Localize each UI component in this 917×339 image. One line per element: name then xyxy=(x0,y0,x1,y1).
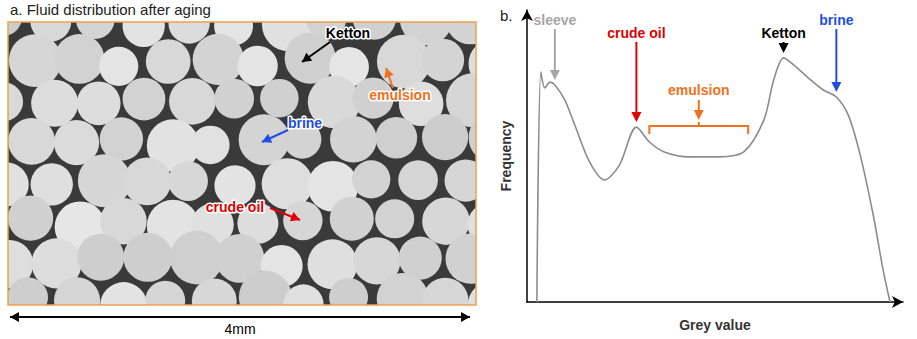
svg-text:brine: brine xyxy=(819,12,853,28)
svg-text:a. Fluid distribution after ag: a. Fluid distribution after aging xyxy=(10,1,211,18)
svg-text:Ketton: Ketton xyxy=(761,25,805,41)
svg-text:4mm: 4mm xyxy=(224,321,255,337)
svg-text:emulsion: emulsion xyxy=(668,82,729,98)
svg-text:brine: brine xyxy=(288,115,322,131)
svg-text:sleeve: sleeve xyxy=(533,12,576,28)
svg-text:crude oil: crude oil xyxy=(607,25,665,41)
svg-text:Frequency: Frequency xyxy=(498,120,514,191)
svg-text:crude oil: crude oil xyxy=(206,199,264,215)
svg-text:Ketton: Ketton xyxy=(326,25,370,41)
svg-text:b.: b. xyxy=(500,7,513,24)
svg-text:emulsion: emulsion xyxy=(369,87,430,103)
svg-text:Grey value: Grey value xyxy=(679,317,751,333)
